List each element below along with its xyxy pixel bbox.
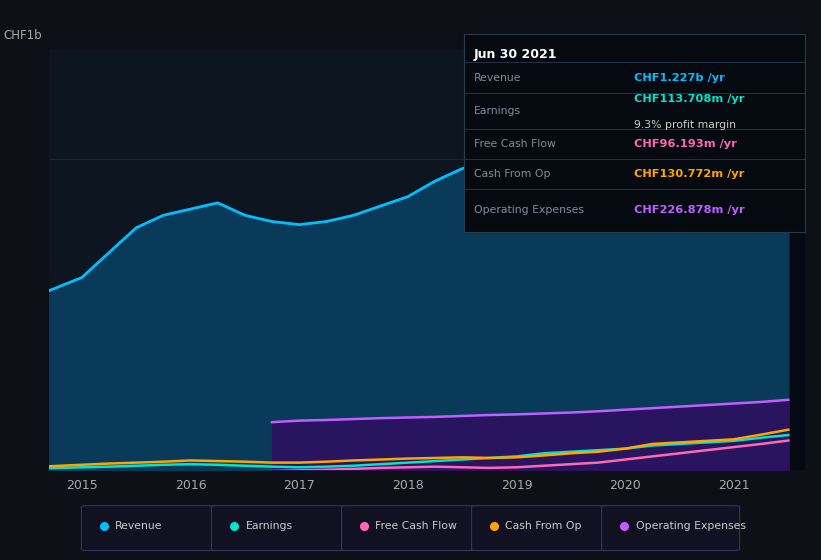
- Text: Cash From Op: Cash From Op: [506, 521, 582, 531]
- FancyBboxPatch shape: [602, 506, 740, 550]
- Text: Operating Expenses: Operating Expenses: [635, 521, 745, 531]
- Text: Earnings: Earnings: [245, 521, 292, 531]
- Text: 9.3% profit margin: 9.3% profit margin: [635, 120, 736, 130]
- Text: Revenue: Revenue: [115, 521, 163, 531]
- FancyBboxPatch shape: [212, 506, 350, 550]
- Bar: [680, 50, 805, 470]
- Text: CHF96.193m /yr: CHF96.193m /yr: [635, 139, 737, 149]
- Text: CHF1b: CHF1b: [0, 559, 1, 560]
- Text: CHF0: CHF0: [0, 559, 1, 560]
- Text: Free Cash Flow: Free Cash Flow: [375, 521, 457, 531]
- Text: CHF1b: CHF1b: [3, 29, 42, 42]
- Text: Operating Expenses: Operating Expenses: [474, 204, 584, 214]
- Text: CHF113.708m /yr: CHF113.708m /yr: [635, 94, 745, 104]
- FancyBboxPatch shape: [471, 506, 609, 550]
- Text: CHF226.878m /yr: CHF226.878m /yr: [635, 204, 745, 214]
- Text: Free Cash Flow: Free Cash Flow: [474, 139, 556, 149]
- Text: Cash From Op: Cash From Op: [474, 169, 551, 179]
- Text: CHF130.772m /yr: CHF130.772m /yr: [635, 169, 745, 179]
- Text: Jun 30 2021: Jun 30 2021: [474, 48, 557, 60]
- Text: Revenue: Revenue: [474, 73, 521, 83]
- Text: Earnings: Earnings: [474, 106, 521, 116]
- FancyBboxPatch shape: [81, 506, 219, 550]
- Text: CHF1.227b /yr: CHF1.227b /yr: [635, 73, 725, 83]
- FancyBboxPatch shape: [342, 506, 479, 550]
